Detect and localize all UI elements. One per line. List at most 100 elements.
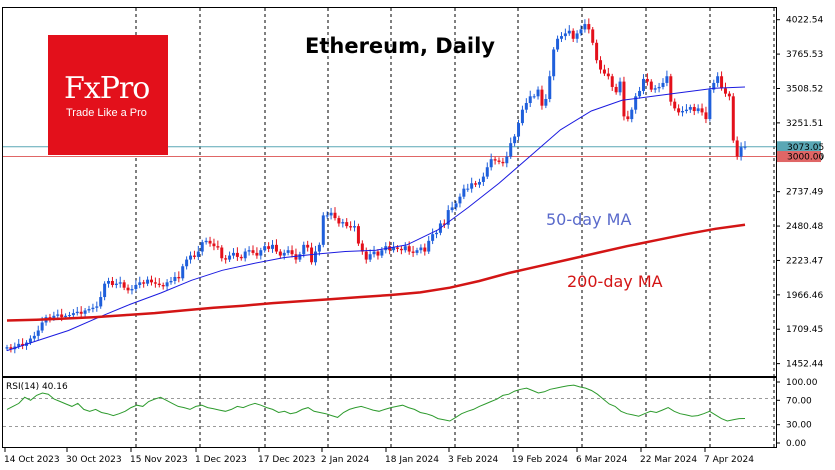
candle-body-147 [579,29,583,34]
candle-body-167 [657,86,661,89]
candle-body-42 [169,280,173,283]
rsi-tick-label-3: 0.00 [786,439,806,449]
candle-body-11 [48,317,52,319]
candle-body-146 [575,33,579,39]
candle-body-88 [349,226,353,228]
candle-body-171 [673,101,677,109]
candle-body-175 [688,107,692,110]
y-tick-label-10: 1452.44 [786,360,823,370]
x-tick-label-3: 1 Dec 2023 [195,455,247,465]
candle-body-30 [122,282,126,288]
candle-body-25 [103,283,107,298]
candle-body-13 [56,314,60,316]
candle-body-136 [536,89,540,97]
candle-body-106 [419,247,423,251]
candle-body-85 [337,218,341,224]
candle-body-64 [255,252,259,256]
ma-200-line [6,223,746,322]
candle-body-72 [286,250,290,253]
candle-body-101 [399,248,403,251]
candle-body-45 [181,266,185,279]
candle-body-130 [513,136,517,144]
candle-body-82 [325,215,329,217]
candle-body-165 [649,81,653,90]
candle-body-73 [290,250,294,255]
candle-body-163 [641,78,645,91]
candle-body-83 [329,212,333,216]
y-tick-label-0: 4022.54 [786,16,823,26]
rsi-plot-border [2,377,777,448]
candle-body-177 [696,108,700,112]
candle-body-9 [40,322,44,331]
level-3000-tag [777,151,821,163]
candle-body-135 [532,96,536,98]
main-panel: Ethereum, Daily 50-day MA 200-day MA 402… [2,7,824,377]
candle-body-71 [282,252,286,256]
x-tick-label-9: 6 Mar 2024 [576,455,628,465]
candle-body-120 [474,183,478,185]
x-tick-label-6: 18 Jan 2024 [385,455,439,465]
candle-body-121 [477,181,481,185]
candle-body-16 [67,315,71,317]
candle-body-38 [153,282,157,284]
candle-body-95 [376,251,380,256]
candle-body-159 [626,116,630,120]
x-tick-label-7: 3 Feb 2024 [448,455,499,465]
candle-body-155 [610,76,614,87]
candle-body-77 [306,244,310,248]
x-tick-label-8: 19 Feb 2024 [512,455,568,465]
x-tick-label-0: 14 Oct 2023 [4,455,60,465]
candle-body-67 [267,246,271,249]
candle-body-182 [716,76,720,83]
candle-body-37 [149,279,153,283]
y-tick-label-2: 3508.52 [786,84,823,94]
candle-body-109 [431,234,435,241]
candle-body-172 [677,108,681,113]
candle-body-169 [665,76,669,83]
candle-body-132 [520,109,524,124]
candle-body-26 [107,280,111,284]
x-tick-label-2: 15 Nov 2023 [130,455,188,465]
candle-body-137 [540,89,544,106]
candle-body-103 [407,246,411,252]
x-axis-ticks: 14 Oct 2023 30 Oct 2023 15 Nov 2023 1 Dec 2… [4,448,754,465]
candle-body-140 [552,49,556,77]
candle-body-143 [563,33,567,37]
candle-body-22 [91,307,95,310]
candle-body-89 [353,226,357,228]
candle-body-154 [606,73,610,77]
candle-body-138 [544,98,548,106]
candle-body-144 [567,30,571,34]
candle-body-0 [5,347,9,349]
candle-body-34 [138,282,142,286]
candle-body-119 [470,183,474,189]
candle-body-33 [134,285,138,290]
candle-body-148 [583,24,587,30]
candle-body-186 [731,96,735,141]
candle-body-3 [17,343,21,347]
candle-body-150 [591,29,595,43]
candle-body-105 [415,250,419,253]
candle-body-114 [450,207,454,211]
y-tick-label-9: 1709.45 [786,325,823,335]
y-tick-label-1: 3765.53 [786,50,823,60]
candle-body-74 [294,254,298,260]
current-price-tag-label: 3073.05 [787,143,824,153]
chart-title: Ethereum, Daily [305,34,495,58]
candle-body-70 [278,251,282,256]
candle-body-47 [189,255,193,260]
candle-body-162 [638,90,642,97]
candle-body-161 [634,96,638,110]
rsi-tick-label-1: 70.00 [786,396,812,406]
candle-body-14 [60,314,64,318]
candle-body-112 [442,223,446,225]
y-tick-label-3: 3251.51 [786,119,823,129]
candle-body-48 [192,255,196,257]
x-tick-label-1: 30 Oct 2023 [66,455,122,465]
candle-body-81 [321,215,325,245]
ma-50-line [6,86,746,352]
candle-body-69 [274,244,278,252]
candle-body-131 [517,123,521,137]
candle-body-28 [114,283,118,286]
candle-body-24 [99,297,103,307]
